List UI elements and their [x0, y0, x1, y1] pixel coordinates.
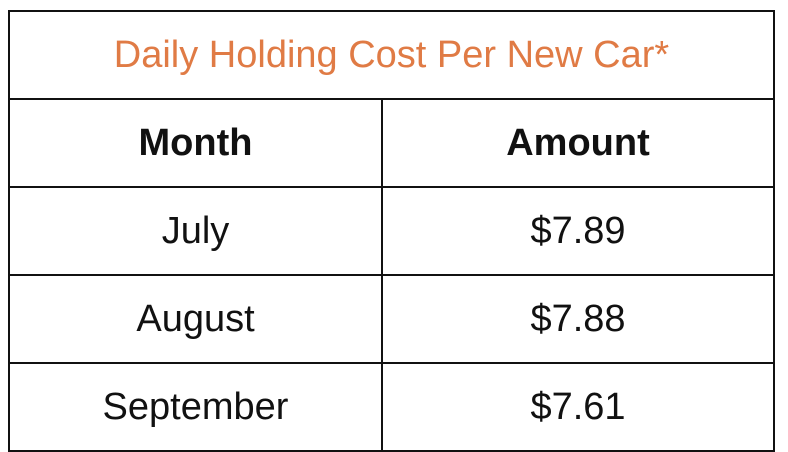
- title-row: Daily Holding Cost Per New Car*: [8, 10, 775, 100]
- column-header-amount: Amount: [381, 98, 775, 188]
- table-row: August $7.88: [8, 274, 775, 364]
- table-title: Daily Holding Cost Per New Car*: [8, 10, 775, 100]
- month-cell: September: [8, 362, 383, 452]
- table-row: July $7.89: [8, 186, 775, 276]
- amount-cell: $7.89: [381, 186, 775, 276]
- amount-cell: $7.88: [381, 274, 775, 364]
- header-row: Month Amount: [8, 98, 775, 188]
- table-row: September $7.61: [8, 362, 775, 452]
- amount-cell: $7.61: [381, 362, 775, 452]
- holding-cost-table: Daily Holding Cost Per New Car* Month Am…: [8, 10, 775, 452]
- column-header-month: Month: [8, 98, 383, 188]
- month-cell: July: [8, 186, 383, 276]
- month-cell: August: [8, 274, 383, 364]
